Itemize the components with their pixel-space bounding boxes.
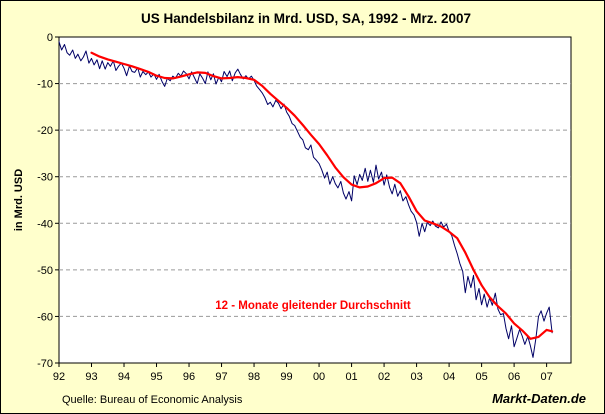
source-note: Quelle: Bureau of Economic Analysis bbox=[62, 394, 243, 406]
x-tick-label: 93 bbox=[85, 371, 97, 383]
x-tick-label: 94 bbox=[118, 371, 130, 383]
x-tick-label: 02 bbox=[378, 371, 390, 383]
x-tick-label: 03 bbox=[410, 371, 422, 383]
y-axis: 0 -10 -20 -30 -40 -50 -60 -70 bbox=[37, 32, 59, 370]
x-tick-label: 98 bbox=[248, 371, 260, 383]
x-tick-label: 97 bbox=[215, 371, 227, 383]
series-line-monthly bbox=[58, 41, 553, 358]
y-tick-label: 0 bbox=[47, 32, 53, 44]
x-tick-label: 05 bbox=[475, 371, 487, 383]
y-tick-label: -10 bbox=[37, 79, 53, 91]
grid-lines bbox=[59, 83, 571, 317]
x-tick-label: 92 bbox=[53, 371, 65, 383]
y-tick-label: -40 bbox=[37, 218, 53, 230]
series-lines bbox=[58, 41, 554, 358]
x-tick-label: 96 bbox=[183, 371, 195, 383]
x-tick-label: 01 bbox=[345, 371, 357, 383]
x-tick-label: 06 bbox=[508, 371, 520, 383]
y-tick-label: -20 bbox=[37, 125, 53, 137]
y-axis-label: in Mrd. USD bbox=[13, 169, 25, 231]
y-tick-label: -60 bbox=[37, 311, 53, 323]
x-axis: 92 93 94 95 96 97 98 99 00 01 02 03 04 05 06 07 bbox=[53, 363, 553, 383]
y-tick-label: -50 bbox=[37, 265, 53, 277]
brand-label: Markt-Daten.de bbox=[492, 391, 586, 406]
x-tick-label: 07 bbox=[540, 371, 552, 383]
y-tick-label: -30 bbox=[37, 172, 53, 184]
moving-average-annotation: 12 - Monate gleitender Durchschnitt bbox=[215, 300, 411, 312]
x-tick-label: 95 bbox=[150, 371, 162, 383]
plot-area bbox=[58, 36, 572, 364]
y-tick-label: -70 bbox=[37, 358, 53, 370]
series-line-moving-average bbox=[90, 51, 554, 340]
x-tick-label: 99 bbox=[280, 371, 292, 383]
chart-title: US Handelsbilanz in Mrd. USD, SA, 1992 -… bbox=[141, 11, 471, 26]
x-tick-label: 04 bbox=[443, 371, 455, 383]
x-tick-label: 00 bbox=[313, 371, 325, 383]
